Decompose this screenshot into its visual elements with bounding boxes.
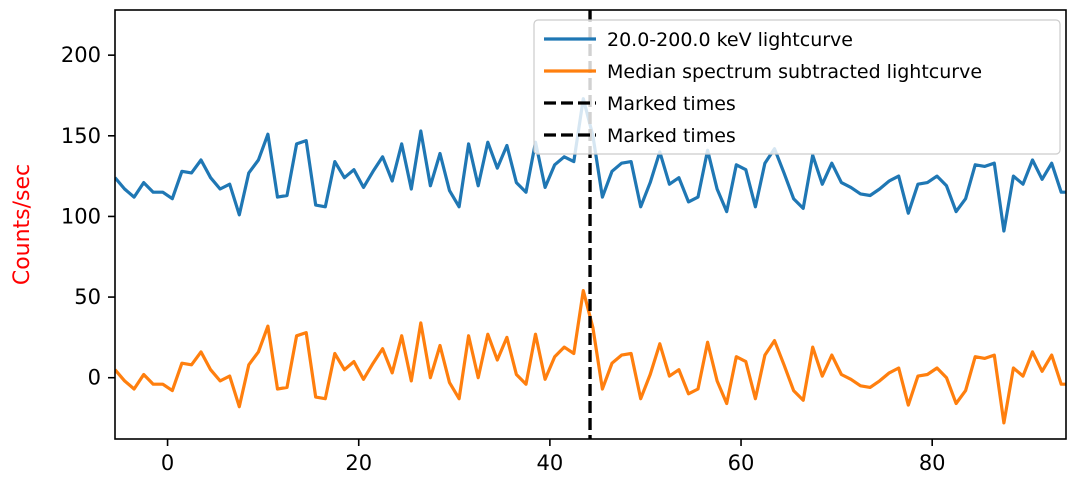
legend-box (533, 19, 1061, 155)
y-axis-ticks: 0 50 100 150 200 (61, 43, 115, 390)
y-tick-label: 100 (61, 204, 101, 228)
y-axis-label: Counts/sec (10, 164, 35, 285)
legend-entry-label: 20.0-200.0 keV lightcurve (607, 29, 853, 51)
series-line-2 (115, 289, 1066, 425)
legend-entry-label: Marked times (607, 125, 736, 147)
legend-entry-label: Marked times (607, 93, 736, 115)
x-tick-label: 60 (728, 451, 755, 475)
x-axis-ticks: 0 20 40 60 80 (161, 439, 946, 475)
y-tick-label: 150 (61, 124, 101, 148)
x-tick-label: 40 (537, 451, 564, 475)
y-tick-label: 200 (61, 43, 101, 67)
y-tick-label: 50 (74, 285, 101, 309)
legend: 20.0-200.0 keV lightcurve Median spectrum… (533, 19, 1061, 155)
y-tick-label: 0 (88, 366, 101, 390)
axes-frame (114, 9, 1067, 440)
x-tick-label: 20 (345, 451, 372, 475)
x-tick-label: 80 (919, 451, 946, 475)
legend-entry-label: Median spectrum subtracted lightcurve (607, 61, 982, 83)
x-tick-label: 0 (161, 451, 174, 475)
